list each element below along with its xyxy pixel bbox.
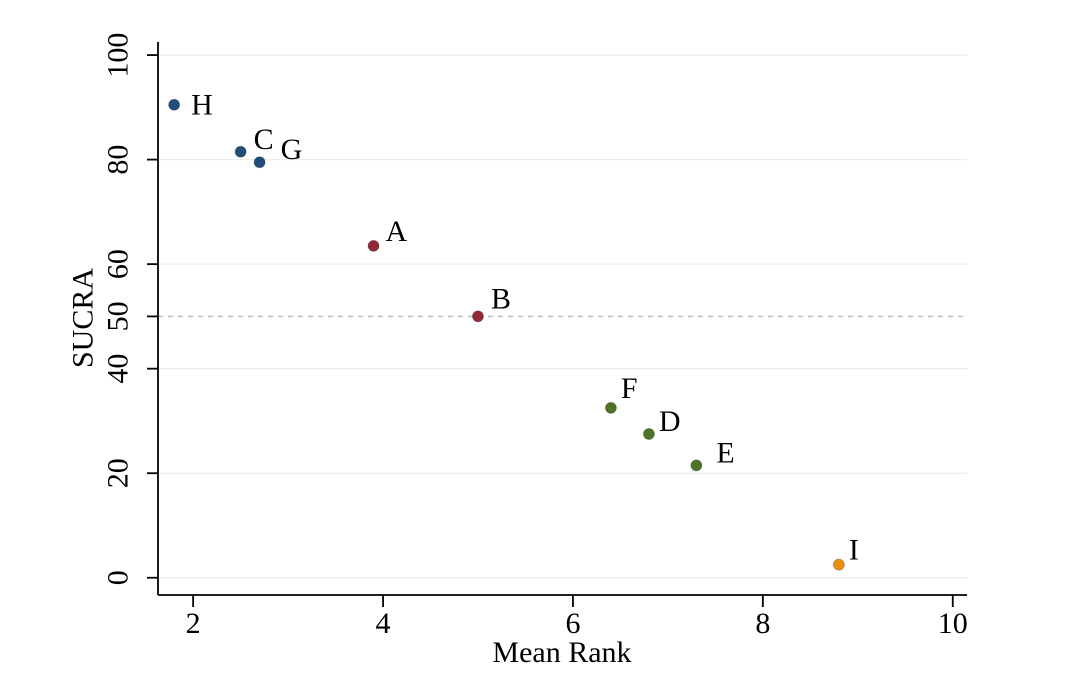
y-tick-label-80: 80: [102, 145, 135, 175]
data-point-E: [690, 459, 703, 472]
y-tick-label-60: 60: [102, 249, 135, 279]
data-point-G: [253, 156, 266, 169]
x-axis-title: Mean Rank: [492, 636, 631, 669]
data-point-label-B: B: [491, 282, 511, 315]
y-tick-label-0: 0: [102, 570, 135, 585]
data-point-label-C: C: [254, 123, 274, 156]
x-tick-label-2: 2: [186, 607, 201, 640]
y-tick-label-100: 100: [102, 33, 135, 78]
data-point-label-H: H: [191, 89, 213, 122]
data-point-label-I: I: [849, 534, 859, 567]
x-tick-label-6: 6: [565, 607, 580, 640]
y-tick-label-40: 40: [102, 354, 135, 384]
data-point-H: [168, 98, 181, 111]
data-point-A: [367, 239, 380, 252]
x-tick-label-10: 10: [938, 607, 968, 640]
data-point-label-E: E: [716, 436, 734, 469]
data-point-F: [604, 401, 617, 414]
y-axis-title: SUCRA: [67, 268, 100, 368]
data-point-B: [471, 310, 484, 323]
data-point-label-G: G: [281, 133, 303, 166]
y-tick-label-20: 20: [102, 458, 135, 488]
x-tick-label-4: 4: [376, 607, 391, 640]
data-point-label-A: A: [386, 215, 408, 248]
data-point-C: [234, 145, 247, 158]
data-point-D: [642, 428, 655, 441]
y-tick-label-50: 50: [102, 301, 135, 331]
data-point-label-D: D: [659, 405, 681, 438]
data-point-I: [832, 558, 845, 571]
x-tick-label-8: 8: [755, 607, 770, 640]
data-point-label-F: F: [621, 372, 638, 405]
